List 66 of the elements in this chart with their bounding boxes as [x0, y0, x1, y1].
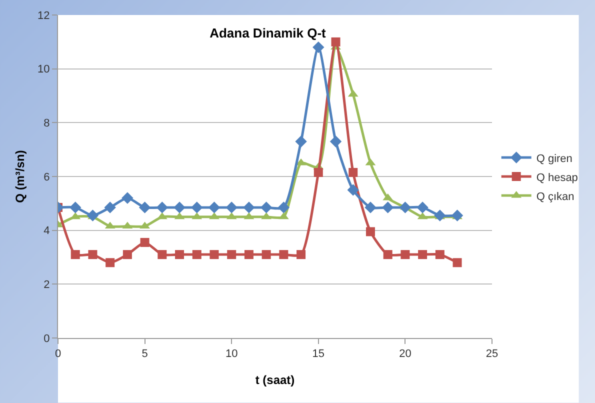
- point: [260, 202, 272, 214]
- point: [175, 250, 184, 260]
- legend-label: Q giren: [536, 152, 572, 165]
- point: [191, 202, 203, 214]
- point: [227, 250, 236, 260]
- point: [106, 258, 115, 268]
- point: [435, 250, 444, 260]
- point: [314, 168, 323, 177]
- y-tick-label: 12: [38, 10, 50, 22]
- point: [138, 202, 151, 214]
- point: [156, 202, 168, 214]
- point: [279, 250, 288, 260]
- x-tick-label: 20: [399, 348, 412, 360]
- x-tick-label: 25: [486, 348, 498, 360]
- point: [140, 238, 150, 247]
- x-axis-title: t (saat): [255, 373, 295, 387]
- point: [226, 202, 238, 214]
- point: [278, 202, 290, 214]
- point: [452, 258, 462, 268]
- x-tick-label: 15: [312, 348, 325, 360]
- point: [399, 202, 412, 214]
- point: [400, 250, 410, 260]
- x-tick-label: 0: [54, 348, 62, 360]
- y-tick-label: 8: [44, 118, 50, 130]
- x-tick-label: 5: [142, 348, 148, 360]
- point: [364, 202, 376, 214]
- point: [296, 250, 306, 260]
- point: [312, 41, 324, 54]
- point: [70, 202, 82, 214]
- point: [210, 250, 219, 260]
- point: [244, 250, 254, 260]
- legend-label: Q hesap: [536, 172, 578, 184]
- point: [122, 250, 132, 260]
- point: [418, 250, 428, 260]
- point: [330, 136, 342, 148]
- point: [451, 210, 464, 222]
- y-axis-title: Q (m³/sn): [13, 150, 27, 203]
- point: [88, 250, 98, 260]
- point: [262, 250, 271, 260]
- point: [348, 168, 358, 177]
- point: [122, 192, 134, 204]
- point: [366, 227, 375, 236]
- point: [104, 202, 116, 214]
- point: [192, 250, 202, 260]
- text: Adana Dinamik Q-t: [210, 25, 327, 40]
- y-tick-label: 2: [44, 279, 50, 292]
- point: [347, 184, 359, 196]
- point: [209, 212, 220, 220]
- point: [434, 210, 446, 222]
- point: [174, 202, 186, 214]
- point: [416, 202, 428, 214]
- point: [243, 202, 255, 214]
- x-tick-label: 10: [225, 348, 238, 360]
- point: [383, 250, 392, 260]
- point: [208, 202, 220, 214]
- point: [331, 37, 340, 46]
- y-tick-label: 10: [38, 64, 50, 76]
- point: [295, 136, 307, 148]
- legend-label: Q çıkan: [536, 190, 574, 203]
- y-tick-label: 4: [44, 225, 50, 238]
- point: [70, 250, 80, 260]
- y-tick-label: 6: [44, 171, 50, 184]
- point: [140, 222, 150, 229]
- point: [382, 202, 394, 214]
- point: [158, 250, 167, 260]
- y-tick-label: 0: [44, 332, 50, 345]
